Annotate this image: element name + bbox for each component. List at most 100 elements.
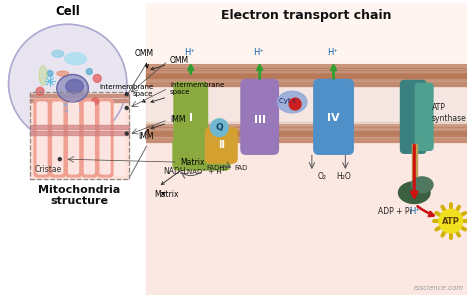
Bar xyxy=(146,3,467,295)
Ellipse shape xyxy=(37,100,49,106)
FancyBboxPatch shape xyxy=(82,99,97,177)
Bar xyxy=(146,82,467,83)
Text: Electron transport chain: Electron transport chain xyxy=(221,10,391,23)
Ellipse shape xyxy=(399,182,430,203)
FancyBboxPatch shape xyxy=(37,102,47,174)
Circle shape xyxy=(55,110,61,116)
Text: H₂O: H₂O xyxy=(336,172,351,181)
Text: Intermembrane
space: Intermembrane space xyxy=(99,84,153,102)
Bar xyxy=(146,132,467,134)
Text: Cyt c: Cyt c xyxy=(279,98,297,104)
Bar xyxy=(146,129,467,130)
Bar xyxy=(146,141,467,143)
Circle shape xyxy=(289,98,301,110)
Bar xyxy=(146,136,467,137)
Bar xyxy=(146,72,467,73)
FancyBboxPatch shape xyxy=(401,80,426,153)
Bar xyxy=(146,64,467,78)
Ellipse shape xyxy=(411,177,433,193)
Text: ATP
synthase: ATP synthase xyxy=(432,103,467,123)
Text: H⁺: H⁺ xyxy=(253,48,264,57)
Bar xyxy=(146,131,467,132)
Bar xyxy=(146,127,467,129)
FancyBboxPatch shape xyxy=(415,83,433,150)
Text: OMM: OMM xyxy=(134,49,153,68)
Circle shape xyxy=(36,87,44,95)
Text: IV: IV xyxy=(327,113,340,123)
Text: IMM: IMM xyxy=(138,129,153,141)
Text: Q: Q xyxy=(215,123,223,132)
Bar xyxy=(146,78,467,79)
Text: III: III xyxy=(254,115,266,125)
Text: H⁺: H⁺ xyxy=(409,207,419,217)
Bar xyxy=(146,80,467,81)
Bar xyxy=(146,73,467,86)
Text: Cristae: Cristae xyxy=(34,165,62,174)
FancyBboxPatch shape xyxy=(173,138,230,170)
FancyBboxPatch shape xyxy=(241,79,278,154)
Bar xyxy=(412,144,417,182)
Bar xyxy=(146,129,467,143)
Ellipse shape xyxy=(66,79,83,93)
FancyBboxPatch shape xyxy=(50,99,66,177)
Bar xyxy=(146,86,467,122)
Bar xyxy=(30,99,129,102)
Bar xyxy=(146,126,467,127)
Text: Cell: Cell xyxy=(55,5,80,18)
Ellipse shape xyxy=(58,103,68,107)
FancyBboxPatch shape xyxy=(314,79,353,154)
Circle shape xyxy=(93,75,101,82)
Text: IMM: IMM xyxy=(151,115,185,129)
Bar xyxy=(146,134,467,135)
Text: OMM: OMM xyxy=(151,56,189,70)
Bar xyxy=(146,124,467,125)
FancyBboxPatch shape xyxy=(53,102,63,174)
Bar xyxy=(146,83,467,85)
Bar xyxy=(146,122,467,135)
Bar xyxy=(146,77,467,78)
Text: rsscience.com: rsscience.com xyxy=(413,285,464,291)
Bar xyxy=(146,131,467,132)
Ellipse shape xyxy=(9,24,127,143)
FancyBboxPatch shape xyxy=(69,102,79,174)
FancyBboxPatch shape xyxy=(206,128,237,163)
Ellipse shape xyxy=(66,109,80,113)
Bar xyxy=(30,131,129,135)
Circle shape xyxy=(125,132,128,135)
Text: Mitochondria
structure: Mitochondria structure xyxy=(38,185,120,206)
Text: Matrix: Matrix xyxy=(161,158,204,184)
Circle shape xyxy=(125,93,128,96)
Bar xyxy=(30,92,129,179)
Ellipse shape xyxy=(65,53,86,65)
Text: ATP: ATP xyxy=(442,217,460,226)
Ellipse shape xyxy=(39,66,47,85)
Text: NADH: NADH xyxy=(164,167,186,176)
Ellipse shape xyxy=(57,71,69,76)
Text: FADH₂: FADH₂ xyxy=(207,165,228,171)
Text: I: I xyxy=(189,113,193,123)
Ellipse shape xyxy=(57,75,88,102)
Text: O₂: O₂ xyxy=(317,172,326,181)
Text: FAD: FAD xyxy=(234,165,247,171)
Bar xyxy=(30,125,129,129)
Bar xyxy=(34,102,125,175)
Bar xyxy=(146,85,467,86)
Text: NAD⁺ + H⁺: NAD⁺ + H⁺ xyxy=(187,169,226,175)
Bar xyxy=(146,75,467,76)
Bar xyxy=(146,143,467,295)
Bar xyxy=(146,68,467,69)
Circle shape xyxy=(439,209,463,233)
Bar xyxy=(146,74,467,75)
Text: H⁺: H⁺ xyxy=(184,48,195,57)
Bar xyxy=(146,64,467,78)
Circle shape xyxy=(86,69,92,75)
Bar xyxy=(30,92,129,179)
Bar xyxy=(30,94,129,97)
Text: H⁺: H⁺ xyxy=(327,48,338,57)
FancyBboxPatch shape xyxy=(84,102,94,174)
Bar xyxy=(146,76,467,78)
Text: Intermembrane
space: Intermembrane space xyxy=(151,82,224,102)
Circle shape xyxy=(92,98,99,105)
FancyBboxPatch shape xyxy=(34,99,50,177)
Circle shape xyxy=(58,158,61,161)
